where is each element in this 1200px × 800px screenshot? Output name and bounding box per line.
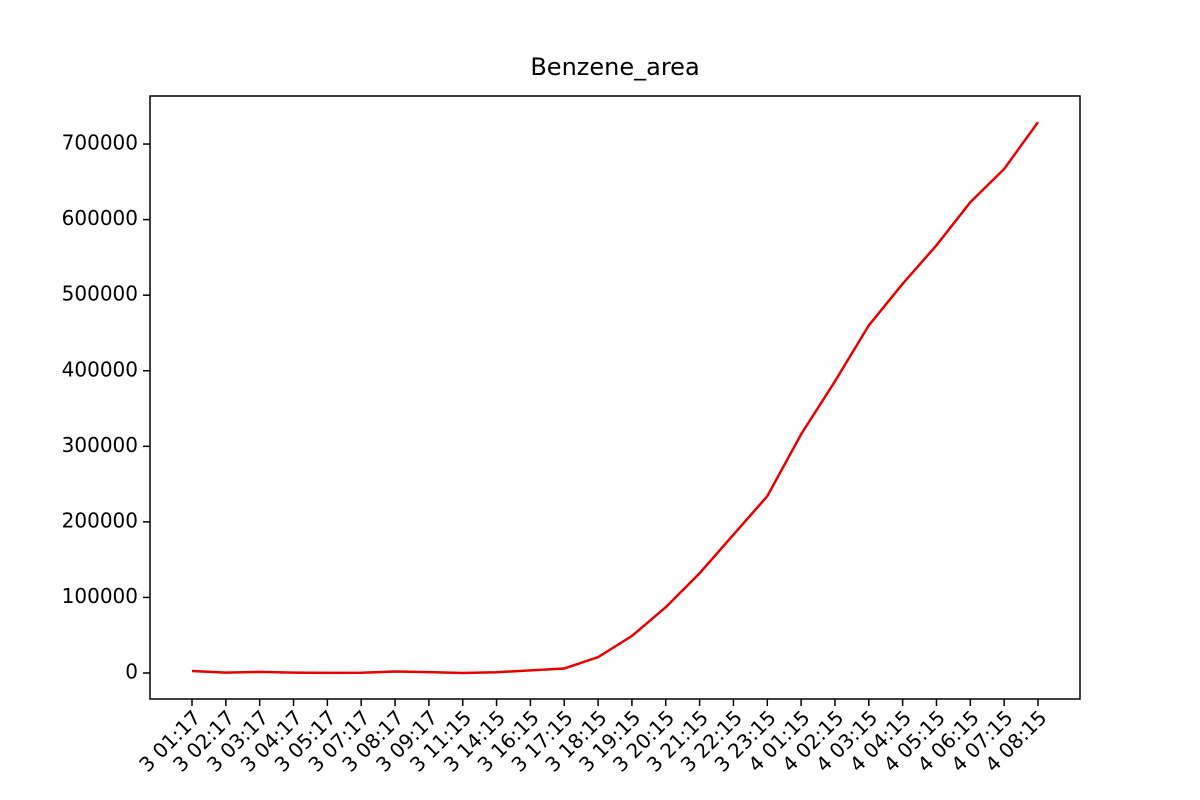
y-tick-label: 0 <box>125 660 138 684</box>
y-tick-label: 200000 <box>62 508 138 532</box>
y-tick-label: 300000 <box>62 433 138 457</box>
plot-frame <box>149 95 1081 700</box>
y-tick-label: 700000 <box>62 131 138 155</box>
chart-title: Benzene_area <box>530 53 699 81</box>
y-tick-label: 400000 <box>62 357 138 381</box>
y-tick-label: 600000 <box>62 206 138 230</box>
y-tick-label: 500000 <box>62 282 138 306</box>
data-line <box>191 121 1040 675</box>
y-tick-label: 100000 <box>62 584 138 608</box>
